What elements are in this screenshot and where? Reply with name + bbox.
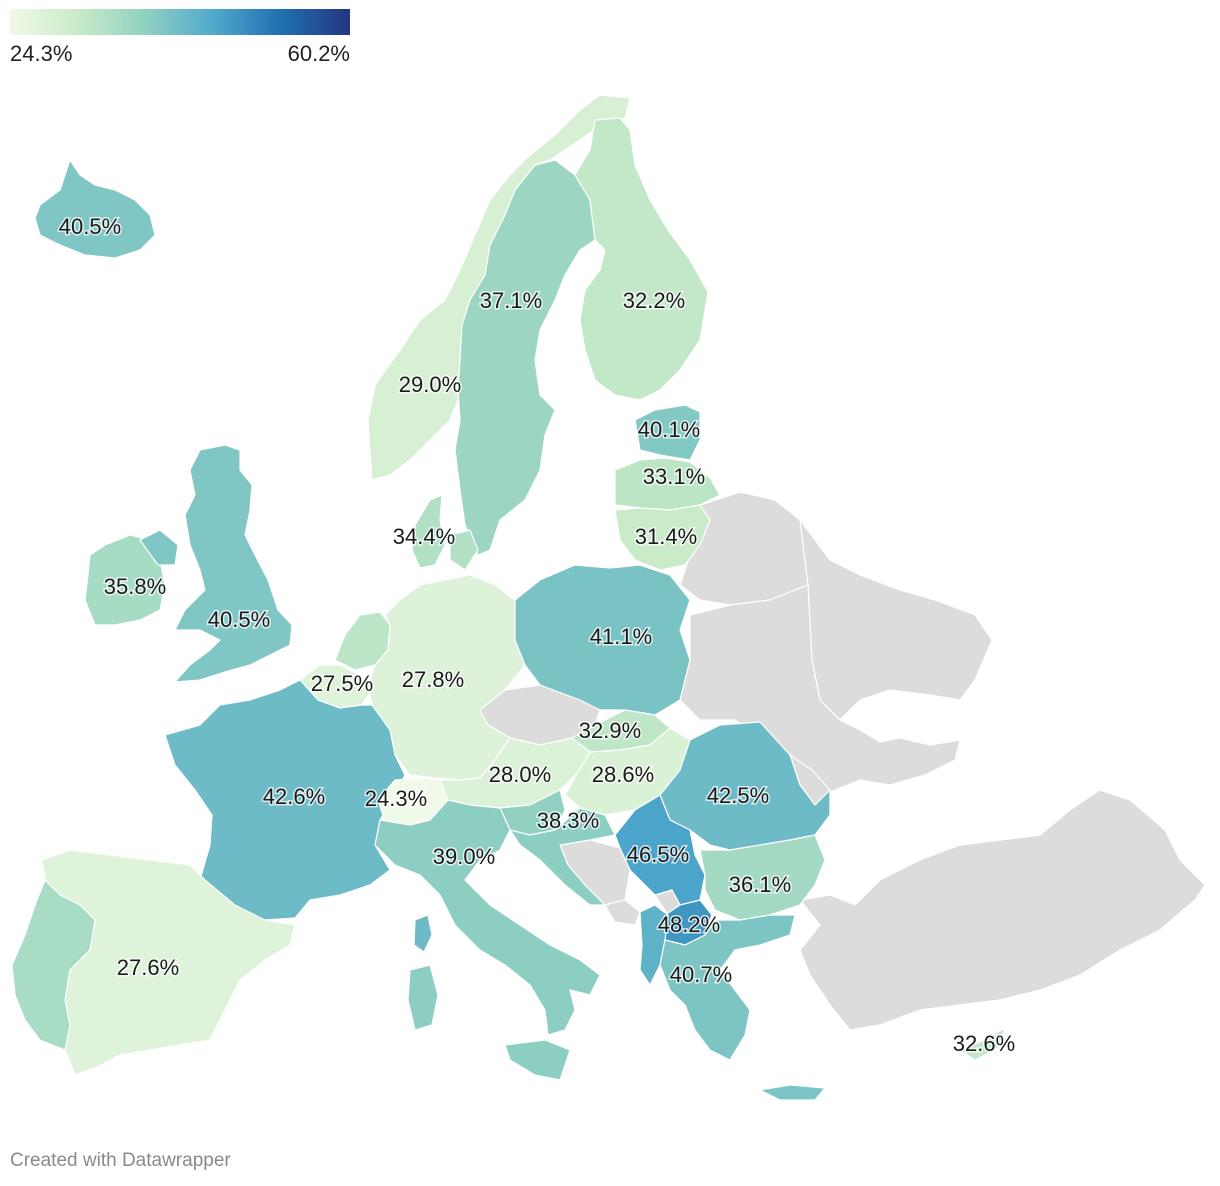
label-united-kingdom: 40.5% [208,607,270,632]
label-romania: 42.5% [707,783,769,808]
label-norway: 29.0% [399,372,461,397]
label-cyprus: 32.6% [953,1031,1015,1056]
country-cyprus[interactable] [959,1027,1006,1061]
label-sweden: 37.1% [480,288,542,313]
country-portugal[interactable] [11,879,96,1051]
country-ireland[interactable] [84,534,166,626]
label-latvia: 33.1% [643,464,705,489]
label-north-macedonia: 48.2% [658,912,720,937]
country-turkey[interactable] [799,789,1206,1031]
label-estonia: 40.1% [638,417,700,442]
label-poland: 41.1% [590,624,652,649]
label-austria: 28.0% [489,762,551,787]
legend-min-label: 24.3% [10,41,73,66]
country-norway[interactable] [367,94,631,481]
label-greece: 40.7% [670,962,732,987]
label-germany: 27.8% [402,667,464,692]
label-france: 42.6% [263,784,325,809]
label-hungary: 28.6% [592,762,654,787]
country-denmark[interactable] [411,494,479,571]
country-montenegro[interactable] [604,899,641,926]
nodata-countries [477,491,1206,1031]
country-italy[interactable] [374,799,601,1081]
country-bulgaria[interactable] [699,834,826,921]
country-iceland[interactable] [34,159,156,259]
label-denmark: 34.4% [393,524,455,549]
country-sweden[interactable] [454,159,596,556]
label-slovenia: 38.3% [537,808,599,833]
country-russia[interactable] [799,519,993,721]
label-italy: 39.0% [433,844,495,869]
label-finland: 32.2% [623,288,685,313]
country-ukraine[interactable] [679,584,961,801]
country-greece[interactable] [659,914,826,1101]
country-lithuania[interactable] [614,504,711,571]
country-estonia[interactable] [634,404,701,461]
country-finland[interactable] [574,117,709,401]
label-belgium: 27.5% [311,671,373,696]
country-croatia[interactable] [509,807,616,906]
label-switzerland: 24.3% [365,786,427,811]
legend-gradient-bar [10,9,350,35]
credit-text: Created with Datawrapper [10,1150,231,1171]
label-ireland: 35.8% [104,574,166,599]
value-labels: 40.5% 37.1% 32.2% 29.0% 40.1% 33.1% 31.4… [57,212,1016,1057]
legend-max-label: 60.2% [287,41,350,66]
label-spain: 27.6% [117,955,179,980]
data-countries [11,94,1006,1101]
label-bulgaria: 36.1% [729,872,791,897]
color-legend: 24.3% 60.2% [10,9,350,66]
label-iceland: 40.5% [59,214,121,239]
country-united-kingdom[interactable] [139,444,293,683]
label-lithuania: 31.4% [635,524,697,549]
country-latvia[interactable] [614,457,721,511]
country-sardinia[interactable] [407,964,439,1031]
country-poland[interactable] [514,564,691,716]
label-slovakia: 32.9% [579,718,641,743]
label-serbia: 46.5% [627,842,689,867]
country-corsica[interactable] [413,914,433,953]
